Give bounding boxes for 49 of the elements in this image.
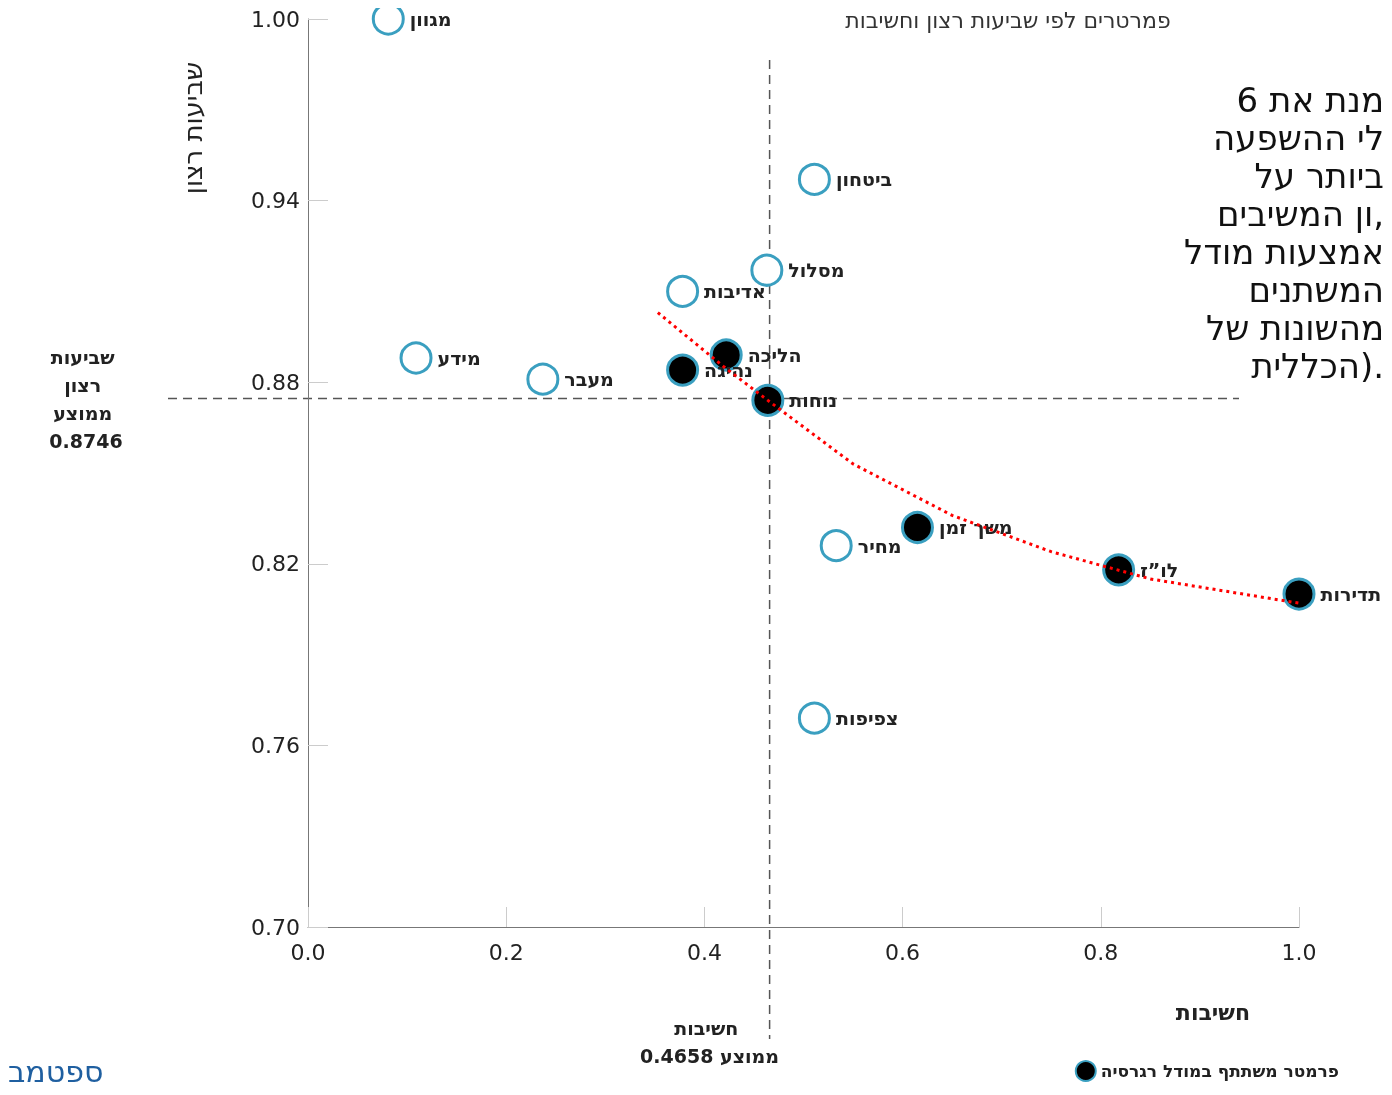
data-label: אדיבות <box>704 280 766 303</box>
point <box>797 162 831 196</box>
annotation: לי ההשפעה <box>1213 118 1384 158</box>
data-label: מסלול <box>788 259 845 282</box>
data-label: לו”ז <box>1140 558 1179 581</box>
x-tick-label: 1.0 <box>1281 939 1317 965</box>
data-label: הליכה <box>747 343 802 366</box>
x-tick-label: 0.4 <box>686 939 722 965</box>
y-tick-label: 0.82 <box>251 551 300 577</box>
point <box>1282 577 1316 611</box>
data-label: מידע <box>437 346 481 369</box>
data-label: ביטחון <box>835 168 893 192</box>
annotation: אמצעות מודל <box>1184 232 1384 272</box>
data-label: מעבר <box>564 368 614 391</box>
point <box>666 274 700 308</box>
x-axis-title: חשיבות <box>1175 999 1251 1025</box>
annotation: מהשונות של <box>1205 308 1384 348</box>
x-tick-label: 0.6 <box>885 939 921 965</box>
y-tick-label: 1.00 <box>251 6 300 32</box>
y-tick-label: 0.70 <box>251 914 300 940</box>
point <box>751 383 785 417</box>
annotation: הכללית). <box>1251 346 1384 386</box>
y-tick-label: 0.88 <box>251 369 300 395</box>
data-label: מחיר <box>857 534 902 557</box>
point <box>1102 553 1136 587</box>
y-tick-label: 0.94 <box>251 188 300 214</box>
annotation: ון המשיבים, <box>1217 194 1384 234</box>
point <box>797 701 831 735</box>
annotation: המשתנים <box>1248 270 1384 310</box>
data-label: מגוון <box>409 8 452 31</box>
point <box>526 362 560 396</box>
point <box>901 510 934 544</box>
y-tick-label: 0.76 <box>251 732 300 758</box>
chart-title: פמרטרים לפי שביעות רצון וחשיבות <box>845 7 1171 33</box>
annotation: ביותר על <box>1254 156 1384 196</box>
x-tick-label: 0.8 <box>1083 939 1119 965</box>
legend-label: פרמטר משתתף במודל רגרסיה <box>1100 1061 1339 1081</box>
text: ספטמב <box>8 1053 104 1089</box>
point <box>819 529 853 563</box>
x-tick-label: 0.2 <box>488 939 524 965</box>
y-axis-title: שביעות רצון <box>178 61 208 195</box>
data-label: תדירות <box>1320 583 1382 606</box>
point <box>750 253 784 287</box>
annotation: מנת את 6 <box>1236 80 1384 120</box>
ref-line-label: חשיבות ממוצע 0.4658 <box>640 1017 780 1067</box>
data-label: צפיפות <box>835 707 899 730</box>
point <box>399 341 433 375</box>
point <box>666 353 700 387</box>
x-tick-label: 0.0 <box>290 939 326 965</box>
